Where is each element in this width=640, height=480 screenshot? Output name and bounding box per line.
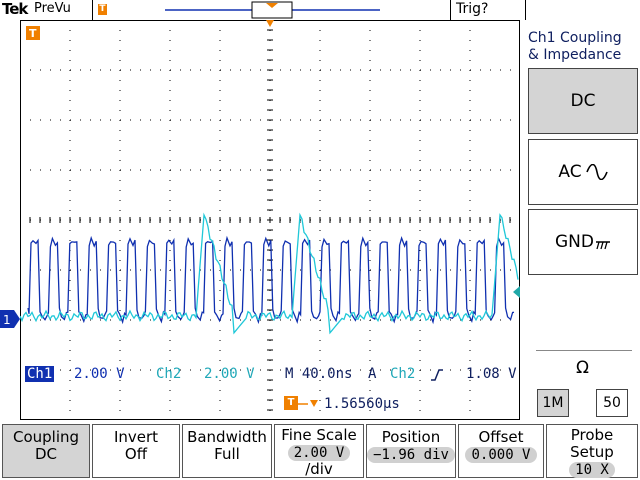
coupling-dc-button[interactable]: DC: [528, 68, 638, 134]
bandwidth-value: Full: [214, 445, 240, 463]
impedance-1m-button[interactable]: 1M: [537, 389, 569, 417]
ch1-label: Ch1: [25, 366, 55, 382]
coupling-ac-button[interactable]: AC: [528, 139, 638, 205]
trigger-level-icon: [513, 286, 520, 298]
acquisition-mode: PreVu: [34, 1, 71, 16]
trigger-position: 1.56560µs: [324, 396, 400, 412]
separator: [525, 0, 526, 20]
brand-logo: Tek: [2, 0, 28, 18]
sine-wave-icon: [585, 164, 608, 180]
record-view-icon: [165, 1, 380, 19]
trigger-position-icon: [266, 20, 274, 27]
probe-title: Probe: [570, 426, 614, 444]
offset-title: Offset: [478, 428, 524, 446]
coupling-menu-button[interactable]: Coupling DC: [2, 424, 90, 478]
divider: [536, 350, 632, 351]
coupling-ac-label: AC: [558, 162, 582, 182]
ohm-symbol: Ω: [576, 358, 589, 378]
trigger-t-icon: T: [284, 396, 298, 410]
trigger-t-icon: T: [98, 4, 107, 15]
ch2-waveform: [20, 212, 519, 335]
ch2-label: Ch2: [156, 366, 182, 382]
separator: [92, 0, 93, 20]
fine-scale-menu-button[interactable]: Fine Scale 2.00 V /div: [274, 424, 364, 478]
invert-value: Off: [124, 445, 148, 463]
trigger-t-icon: T: [26, 26, 40, 40]
coupling-dc-label: DC: [570, 91, 596, 111]
side-menu-title-line1: Ch1 Coupling: [528, 30, 622, 46]
impedance-50-button[interactable]: 50: [596, 389, 628, 417]
ground-icon: [595, 241, 610, 250]
ch1-ground-marker-icon[interactable]: 1: [0, 310, 20, 328]
separator: [450, 0, 451, 20]
probe-setup-menu-button[interactable]: Probe Setup 10 X: [546, 424, 638, 478]
impedance-1m-label: 1M: [542, 395, 564, 411]
position-menu-button[interactable]: Position −1.96 div: [366, 424, 456, 478]
waveform-display[interactable]: T: [20, 20, 520, 420]
ch1-waveform: [27, 235, 515, 325]
side-menu-title: Ch1 Coupling & Impedance: [528, 30, 638, 64]
ch2-scale: 2.00 V: [204, 366, 255, 382]
graticule-grid: [20, 20, 520, 420]
position-title: Position: [381, 428, 441, 446]
trigger-status: Trig?: [456, 1, 489, 17]
probe-value: 10 X: [569, 462, 615, 478]
coupling-gnd-label: GND: [555, 232, 594, 252]
arrow-right-icon: [298, 400, 318, 407]
svg-text:T: T: [29, 27, 37, 40]
trigger-mode: A: [368, 366, 377, 382]
status-bar: Tek PreVu T Trig?: [0, 0, 640, 20]
coupling-title: Coupling: [12, 428, 80, 446]
invert-menu-button[interactable]: Invert Off: [92, 424, 180, 478]
ch1-scale: 2.00 V: [74, 366, 125, 382]
fine-scale-value: 2.00 V: [287, 445, 351, 461]
bandwidth-title: Bandwidth: [187, 428, 267, 446]
fine-scale-title: Fine Scale: [281, 426, 357, 444]
trigger-source: Ch2: [390, 366, 416, 382]
probe-subtitle: Setup: [570, 443, 614, 461]
coupling-value: DC: [34, 445, 58, 463]
impedance-50-label: 50: [603, 395, 621, 411]
offset-value: 0.000 V: [465, 447, 537, 463]
timebase: M 40.0ns: [285, 366, 353, 382]
svg-text:1: 1: [3, 313, 11, 327]
offset-menu-button[interactable]: Offset 0.000 V: [458, 424, 544, 478]
side-menu-title-line2: & Impedance: [528, 47, 622, 63]
trigger-level: 1.08 V: [466, 366, 517, 382]
fine-scale-unit: /div: [305, 460, 333, 478]
rising-edge-icon: [431, 369, 443, 381]
coupling-gnd-button[interactable]: GND: [528, 209, 638, 275]
invert-title: Invert: [113, 428, 159, 446]
position-value: −1.96 div: [367, 447, 455, 463]
bandwidth-menu-button[interactable]: Bandwidth Full: [182, 424, 272, 478]
